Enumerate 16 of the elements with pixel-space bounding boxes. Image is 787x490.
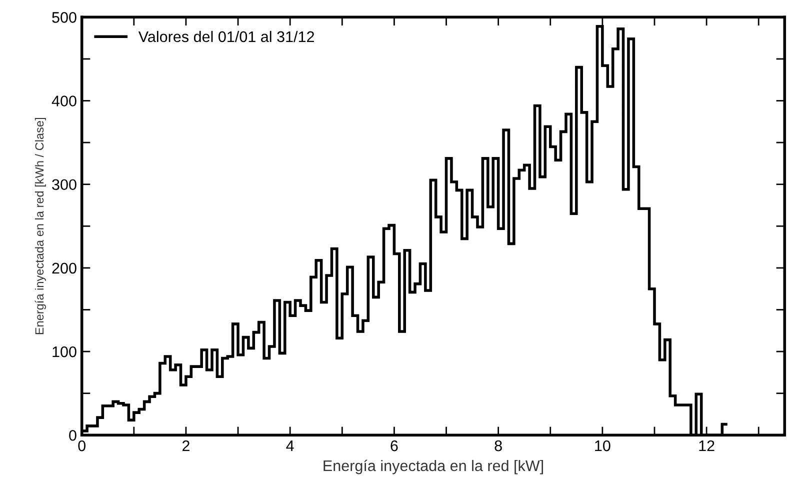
x-tick-label: 12 [699, 440, 714, 452]
x-tick-label: 2 [182, 440, 190, 452]
y-tick-label: 0 [69, 430, 76, 441]
x-tick-label: 4 [286, 440, 294, 452]
y-tick-label: 100 [52, 346, 76, 358]
y-axis-title: Energía inyectada en la red [kWh / Clase] [34, 118, 46, 334]
x-tick-label: 0 [78, 440, 86, 452]
y-tick-label: 500 [52, 12, 76, 23]
legend-label: Valores del 01/01 al 31/12 [138, 30, 314, 42]
x-tick-label: 6 [390, 440, 398, 452]
x-tick-label: 8 [494, 440, 502, 452]
y-tick-label: 400 [52, 96, 76, 106]
x-axis-title: Energía inyectada en la red [kW] [324, 460, 543, 474]
x-tick-label: 10 [595, 440, 610, 452]
y-tick-label: 200 [52, 262, 76, 274]
y-tick-label: 300 [52, 179, 76, 190]
